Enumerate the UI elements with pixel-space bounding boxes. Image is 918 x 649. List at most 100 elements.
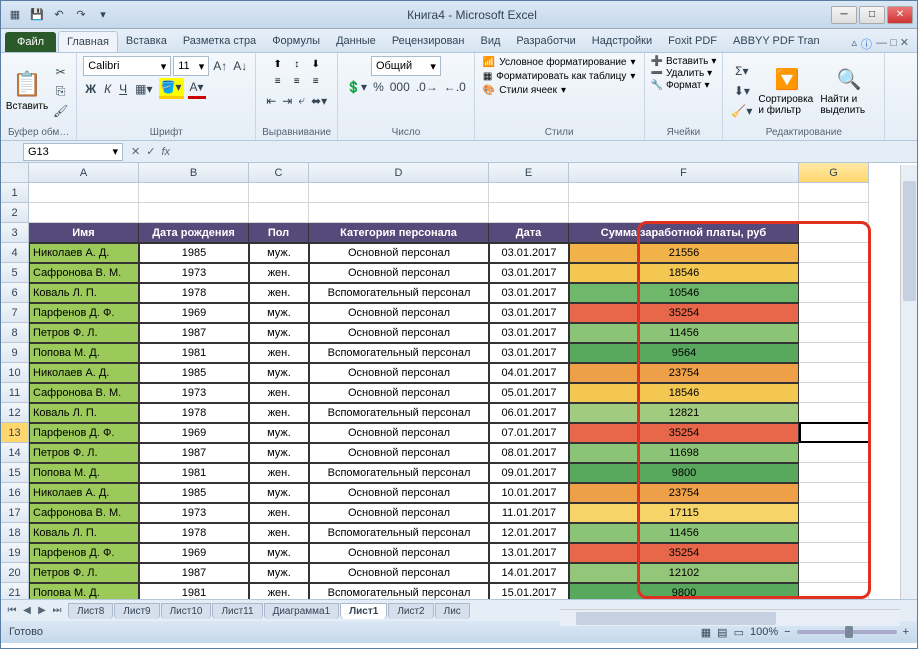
- data-cell[interactable]: 1978: [139, 523, 249, 543]
- sum-cell[interactable]: 12102: [569, 563, 799, 583]
- column-header[interactable]: C: [249, 163, 309, 183]
- font-name-select[interactable]: Calibri▾: [83, 56, 171, 76]
- percent-icon[interactable]: %: [371, 78, 386, 96]
- copy-icon[interactable]: ⎘: [51, 82, 70, 101]
- data-cell[interactable]: 03.01.2017: [489, 243, 569, 263]
- name-cell[interactable]: Коваль Л. П.: [29, 403, 139, 423]
- data-cell[interactable]: Основной персонал: [309, 303, 489, 323]
- cell[interactable]: [249, 183, 309, 203]
- data-cell[interactable]: 10.01.2017: [489, 483, 569, 503]
- data-cell[interactable]: жен.: [249, 343, 309, 363]
- data-cell[interactable]: 1987: [139, 323, 249, 343]
- data-cell[interactable]: 11.01.2017: [489, 503, 569, 523]
- cell[interactable]: [799, 543, 869, 563]
- cell[interactable]: [799, 443, 869, 463]
- data-cell[interactable]: муж.: [249, 483, 309, 503]
- data-cell[interactable]: 14.01.2017: [489, 563, 569, 583]
- cell[interactable]: [799, 503, 869, 523]
- select-all-corner[interactable]: [1, 163, 29, 183]
- data-cell[interactable]: Основной персонал: [309, 423, 489, 443]
- ribbon-tab[interactable]: Рецензирован: [384, 31, 473, 52]
- name-cell[interactable]: Попова М. Д.: [29, 583, 139, 599]
- format-cells-button[interactable]: 🔧 Формат ▾: [651, 80, 710, 91]
- data-cell[interactable]: 03.01.2017: [489, 283, 569, 303]
- sum-cell[interactable]: 18546: [569, 263, 799, 283]
- paste-button[interactable]: 📋Вставить: [7, 63, 47, 119]
- cell[interactable]: [309, 183, 489, 203]
- sheet-next-icon[interactable]: ▶: [35, 605, 49, 616]
- format-table-button[interactable]: ▦ Форматировать как таблицу ▾: [481, 70, 638, 83]
- sum-cell[interactable]: 12821: [569, 403, 799, 423]
- delete-cells-button[interactable]: ➖ Удалить ▾: [651, 68, 713, 79]
- name-cell[interactable]: Петров Ф. Л.: [29, 323, 139, 343]
- ribbon-tab[interactable]: Надстройки: [584, 31, 660, 52]
- data-cell[interactable]: Основной персонал: [309, 563, 489, 583]
- window-controls-small[interactable]: — □ ✕: [876, 36, 909, 52]
- sum-cell[interactable]: 11456: [569, 323, 799, 343]
- sort-filter-button[interactable]: 🔽Сортировка и фильтр: [758, 67, 816, 116]
- border-icon[interactable]: ▦▾: [133, 78, 154, 99]
- bold-icon[interactable]: Ж: [83, 78, 98, 99]
- data-cell[interactable]: 03.01.2017: [489, 323, 569, 343]
- file-tab[interactable]: Файл: [5, 32, 56, 52]
- sum-cell[interactable]: 11698: [569, 443, 799, 463]
- vertical-scrollbar[interactable]: [900, 165, 917, 599]
- sheet-tab[interactable]: Лист2: [388, 603, 433, 619]
- cell[interactable]: [799, 203, 869, 223]
- font-color-icon[interactable]: A▾: [188, 78, 206, 99]
- comma-icon[interactable]: 000: [388, 78, 412, 96]
- data-cell[interactable]: Основной персонал: [309, 323, 489, 343]
- dec-decimal-icon[interactable]: ←.0: [442, 78, 468, 96]
- name-cell[interactable]: Петров Ф. Л.: [29, 563, 139, 583]
- column-header[interactable]: E: [489, 163, 569, 183]
- sum-cell[interactable]: 9564: [569, 343, 799, 363]
- data-cell[interactable]: муж.: [249, 543, 309, 563]
- row-header[interactable]: 2: [1, 203, 28, 223]
- cell[interactable]: [799, 283, 869, 303]
- data-cell[interactable]: Основной персонал: [309, 503, 489, 523]
- fill-icon[interactable]: ⬇▾: [729, 82, 754, 100]
- number-format-select[interactable]: Общий▾: [371, 56, 441, 76]
- align-center-icon[interactable]: ≡: [288, 73, 306, 89]
- data-cell[interactable]: 06.01.2017: [489, 403, 569, 423]
- sum-cell[interactable]: 35254: [569, 543, 799, 563]
- sheet-last-icon[interactable]: ⏭: [50, 605, 64, 616]
- row-header[interactable]: 8: [1, 323, 28, 343]
- data-cell[interactable]: 07.01.2017: [489, 423, 569, 443]
- ribbon-tab[interactable]: Формулы: [264, 31, 328, 52]
- undo-icon[interactable]: ↶: [49, 5, 69, 25]
- find-select-button[interactable]: 🔍Найти и выделить: [820, 67, 878, 116]
- cancel-icon[interactable]: ✕: [131, 145, 140, 158]
- data-cell[interactable]: Основной персонал: [309, 383, 489, 403]
- cell-styles-button[interactable]: 🎨 Стили ячеек ▾: [481, 84, 568, 97]
- align-bot-icon[interactable]: ⬇: [307, 56, 325, 72]
- data-cell[interactable]: 1978: [139, 403, 249, 423]
- shrink-font-icon[interactable]: A↓: [231, 56, 249, 76]
- sheet-tab[interactable]: Лист8: [68, 603, 113, 619]
- ribbon-minimize-icon[interactable]: ▵: [851, 36, 857, 52]
- zoom-slider[interactable]: [797, 630, 897, 634]
- font-size-select[interactable]: 11▾: [173, 56, 209, 76]
- column-header[interactable]: G: [799, 163, 869, 183]
- row-header[interactable]: 20: [1, 563, 28, 583]
- merge-icon[interactable]: ⬌▾: [309, 91, 329, 110]
- name-cell[interactable]: Попова М. Д.: [29, 463, 139, 483]
- data-cell[interactable]: Основной персонал: [309, 263, 489, 283]
- data-cell[interactable]: муж.: [249, 323, 309, 343]
- data-cell[interactable]: Вспомогательный персонал: [309, 463, 489, 483]
- row-header[interactable]: 16: [1, 483, 28, 503]
- row-header[interactable]: 12: [1, 403, 28, 423]
- data-cell[interactable]: 1981: [139, 343, 249, 363]
- row-header[interactable]: 1: [1, 183, 28, 203]
- cell[interactable]: [489, 203, 569, 223]
- sum-cell[interactable]: 35254: [569, 303, 799, 323]
- horizontal-scrollbar[interactable]: [560, 609, 900, 626]
- view-normal-icon[interactable]: ▦: [701, 626, 711, 639]
- qat-more-icon[interactable]: ▾: [93, 5, 113, 25]
- data-cell[interactable]: муж.: [249, 363, 309, 383]
- data-cell[interactable]: 09.01.2017: [489, 463, 569, 483]
- data-cell[interactable]: 05.01.2017: [489, 383, 569, 403]
- table-header-cell[interactable]: Сумма заработной платы, руб: [569, 223, 799, 243]
- sum-cell[interactable]: 10546: [569, 283, 799, 303]
- wrap-text-icon[interactable]: ⤶: [296, 91, 307, 110]
